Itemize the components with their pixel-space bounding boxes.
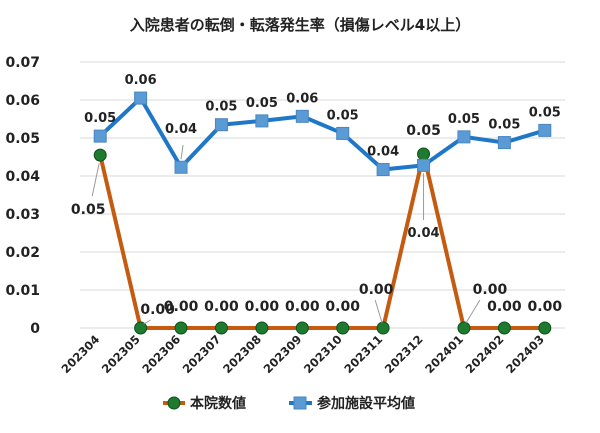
x-tick-label: 202307 bbox=[180, 332, 224, 376]
data-point bbox=[134, 91, 148, 105]
label-leader bbox=[180, 144, 184, 160]
chart-title: 入院患者の転倒・転落発生率（損傷レベル4以上） bbox=[130, 16, 470, 34]
label-leader bbox=[143, 319, 151, 325]
data-label: 0.05 bbox=[529, 105, 561, 120]
label-leader bbox=[465, 299, 481, 324]
data-point bbox=[255, 114, 269, 128]
data-point bbox=[134, 321, 148, 335]
data-label: 0.05 bbox=[406, 123, 441, 139]
data-point bbox=[376, 163, 390, 177]
data-point bbox=[538, 123, 552, 137]
data-point bbox=[174, 160, 188, 174]
series-line-2 bbox=[98, 96, 546, 172]
x-tick-label: 202308 bbox=[220, 332, 264, 376]
data-label: 0.05 bbox=[71, 202, 106, 218]
data-point bbox=[417, 147, 431, 161]
data-label: 0.00 bbox=[140, 302, 175, 318]
x-axis-ticks: 2023042023052023062023072023082023092023… bbox=[58, 332, 546, 376]
data-point bbox=[93, 129, 107, 143]
y-tick-label: 0.04 bbox=[5, 169, 40, 185]
gridlines bbox=[80, 61, 565, 329]
data-label: 0.05 bbox=[488, 118, 520, 133]
x-tick-label: 202309 bbox=[261, 332, 305, 376]
label-leader bbox=[374, 299, 383, 324]
data-point bbox=[295, 321, 309, 335]
data-labels: 0.050.000.00 0.00 0.00 0.00 0.000.000.050.00… bbox=[71, 73, 563, 325]
data-label: 0.00 bbox=[285, 299, 320, 315]
y-tick-label: 0 bbox=[30, 321, 40, 337]
y-tick-label: 0.07 bbox=[5, 55, 40, 71]
data-label: 0.06 bbox=[286, 91, 318, 106]
data-label: 0.00 bbox=[359, 282, 394, 298]
x-tick-label: 202306 bbox=[139, 332, 183, 376]
y-tick-label: 0.05 bbox=[5, 131, 40, 147]
x-tick-label: 202310 bbox=[301, 332, 345, 376]
data-label: 0.06 bbox=[125, 73, 157, 88]
x-tick-label: 202403 bbox=[503, 332, 547, 376]
legend-marker-2 bbox=[293, 396, 307, 410]
data-label: 0.05 bbox=[205, 100, 237, 115]
data-label: 0.00 bbox=[204, 299, 239, 315]
y-tick-label: 0.06 bbox=[5, 93, 40, 109]
data-point bbox=[417, 158, 431, 172]
data-point bbox=[457, 130, 471, 144]
data-label: 0.05 bbox=[84, 111, 116, 126]
data-label: 0.05 bbox=[246, 96, 278, 111]
data-label: 0.00 bbox=[528, 299, 563, 315]
data-point bbox=[174, 321, 188, 335]
x-tick-label: 202401 bbox=[422, 332, 466, 376]
series-line-1 bbox=[98, 151, 545, 330]
data-point bbox=[93, 148, 107, 162]
label-leader bbox=[91, 162, 100, 197]
data-point bbox=[376, 321, 390, 335]
data-point bbox=[497, 321, 511, 335]
x-tick-label: 202402 bbox=[463, 332, 507, 376]
series-group bbox=[93, 91, 552, 335]
data-point bbox=[538, 321, 552, 335]
data-label: 0.00 bbox=[325, 299, 360, 315]
data-point bbox=[336, 126, 350, 140]
legend: 本院数値 参加施設平均値 bbox=[163, 395, 415, 412]
x-tick-label: 202304 bbox=[58, 332, 102, 376]
legend-marker-1 bbox=[167, 396, 181, 410]
y-tick-label: 0.01 bbox=[5, 283, 40, 299]
data-point bbox=[214, 321, 228, 335]
legend-label-1: 本院数値 bbox=[190, 395, 246, 412]
y-tick-label: 0.02 bbox=[5, 245, 40, 261]
data-label: 0.00 bbox=[164, 299, 199, 315]
data-point bbox=[295, 109, 309, 123]
data-label: 0.00 bbox=[245, 299, 280, 315]
data-label: 0.05 bbox=[327, 108, 359, 123]
data-label: 0.04 bbox=[408, 226, 440, 241]
data-point bbox=[497, 136, 511, 150]
data-point bbox=[336, 321, 350, 335]
data-point bbox=[214, 118, 228, 132]
y-tick-label: 0.03 bbox=[5, 207, 40, 223]
data-label: 0.04 bbox=[367, 145, 399, 160]
legend-label-2: 参加施設平均値 bbox=[317, 395, 415, 412]
data-label: 0.00 bbox=[473, 282, 508, 298]
y-axis-ticks: 0 0.01 0.02 0.03 0.04 0.05 0.06 0.07 bbox=[5, 55, 40, 337]
data-point bbox=[255, 321, 269, 335]
x-tick-label: 202305 bbox=[99, 332, 143, 376]
x-tick-label: 202312 bbox=[382, 332, 426, 376]
data-label: 0.05 bbox=[448, 112, 480, 127]
data-point bbox=[457, 321, 471, 335]
x-tick-label: 202311 bbox=[341, 332, 385, 376]
data-label: 0.04 bbox=[165, 122, 197, 137]
data-label: 0.00 bbox=[487, 299, 522, 315]
